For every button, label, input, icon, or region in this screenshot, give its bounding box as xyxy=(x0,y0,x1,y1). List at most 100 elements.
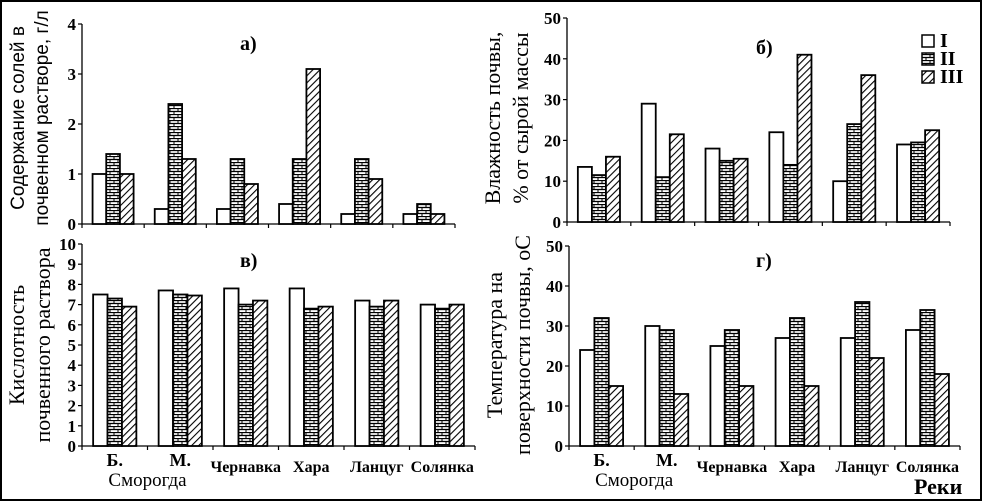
bar-c-series-III-1 xyxy=(186,294,203,447)
bar-a-series-III-1 xyxy=(181,158,197,225)
bar-a-series-III-5 xyxy=(429,213,446,225)
panel-label-d: г) xyxy=(756,250,772,272)
y-tick-label: 1 xyxy=(68,417,77,436)
bar-c-series-I-3 xyxy=(288,287,305,447)
bar-d-series-III-4 xyxy=(868,357,885,447)
bar-d-series-I-4 xyxy=(839,337,856,447)
y-tick-label: 4 xyxy=(68,15,77,34)
bar-b-series-I-0 xyxy=(576,166,593,223)
y-tick-label: 20 xyxy=(544,131,561,150)
legend-swatch-II xyxy=(921,52,935,66)
bar-c-series-II-1 xyxy=(172,293,189,447)
y-axis-label-line-2: % от сырой массы xyxy=(508,32,533,204)
y-tick-label: 0 xyxy=(68,215,77,234)
bar-c-series-I-1 xyxy=(157,289,174,447)
y-tick-label: 3 xyxy=(68,65,77,84)
y-tick-label: 10 xyxy=(59,235,76,254)
legend: I II III xyxy=(921,30,964,88)
bar-d-series-III-1 xyxy=(673,393,690,447)
bar-d-series-I-2 xyxy=(709,345,726,447)
bar-a-series-I-3 xyxy=(278,203,294,225)
y-tick-label: 30 xyxy=(544,91,561,110)
bar-d-series-III-3 xyxy=(803,385,820,447)
y-tick-label: 6 xyxy=(68,316,77,335)
y-axis-label-line-2: поверхности почвы, оС xyxy=(510,235,535,455)
panel-label-b: б) xyxy=(756,37,773,59)
y-tick-label: 1 xyxy=(68,165,77,184)
bar-d-series-II-4 xyxy=(854,301,871,447)
bar-a-series-II-2 xyxy=(229,158,246,225)
y-tick-label: 7 xyxy=(68,296,77,315)
bar-d-series-II-3 xyxy=(789,317,806,447)
category-label: М. xyxy=(170,450,192,470)
bar-b-series-II-4 xyxy=(846,123,863,223)
bar-b-series-I-2 xyxy=(704,147,721,223)
chart-b: 0 10 20 30 40 50 б) Влажность почвы,% от сырой … xyxy=(480,9,951,232)
bar-b-series-III-3 xyxy=(796,53,813,223)
y-tick-label: 4 xyxy=(68,356,77,375)
bar-d-series-II-5 xyxy=(919,309,936,447)
bar-b-series-III-5 xyxy=(924,129,941,223)
chart-d: 0 10 20 30 40 50 Б. М. Чернавка Хара Ланцуг Солянка… xyxy=(482,235,961,491)
bar-b-series-II-5 xyxy=(910,141,927,223)
category-group-label: Сморогда xyxy=(108,470,187,491)
panel-label-a: а) xyxy=(240,33,257,55)
bar-d-series-III-5 xyxy=(933,373,950,447)
bar-a-series-III-4 xyxy=(367,178,384,225)
bar-c-series-III-4 xyxy=(383,299,400,447)
legend-swatch-III xyxy=(921,70,935,84)
y-tick-label: 5 xyxy=(68,336,77,355)
category-label: Б. xyxy=(107,450,123,470)
category-label: Б. xyxy=(593,450,609,470)
category-group-label: Сморогда xyxy=(595,470,674,491)
bar-d-series-II-1 xyxy=(658,329,675,447)
legend-swatch-I xyxy=(921,34,935,48)
category-label: Солянка xyxy=(896,459,959,476)
bar-c-series-III-0 xyxy=(121,305,138,447)
bar-c-series-II-5 xyxy=(434,307,451,447)
bar-a-series-II-3 xyxy=(291,158,308,225)
legend-label-I: I xyxy=(940,30,948,52)
bar-a-series-III-3 xyxy=(305,68,321,225)
y-tick-label: 40 xyxy=(544,50,561,69)
bar-d-series-II-2 xyxy=(723,329,740,447)
y-tick-label: 10 xyxy=(544,172,561,191)
bar-d-series-II-0 xyxy=(593,317,610,447)
bar-d-series-III-2 xyxy=(738,385,755,447)
bar-b-series-I-5 xyxy=(896,143,912,223)
bar-b-series-III-0 xyxy=(605,155,621,223)
bar-a-series-III-2 xyxy=(243,183,259,225)
y-tick-label: 50 xyxy=(546,237,563,256)
bar-d-series-I-0 xyxy=(579,349,596,447)
bar-a-series-I-4 xyxy=(340,213,356,225)
bar-a-series-II-4 xyxy=(354,158,370,225)
category-label: Чернавка xyxy=(210,459,281,476)
y-tick-label: 30 xyxy=(546,317,563,336)
bar-a-series-I-5 xyxy=(402,213,418,225)
bar-b-series-I-3 xyxy=(768,131,785,223)
y-axis-label-line-1: Влажность почвы, xyxy=(480,32,505,205)
y-tick-label: 2 xyxy=(68,115,77,134)
bar-a-series-III-0 xyxy=(119,173,135,225)
bar-a-series-II-5 xyxy=(416,203,432,225)
bar-c-series-III-5 xyxy=(448,303,465,447)
bar-c-series-II-0 xyxy=(106,297,123,447)
bar-d-series-III-0 xyxy=(607,385,624,447)
bar-b-series-II-1 xyxy=(654,176,671,223)
y-tick-label: 9 xyxy=(68,255,77,274)
y-axis-label-line-2: почвенного раствора xyxy=(30,247,55,442)
category-label: Ланцуг xyxy=(835,459,889,476)
bar-c-series-III-2 xyxy=(252,299,269,447)
y-tick-label: 2 xyxy=(68,397,77,416)
bar-c-series-I-4 xyxy=(354,299,371,447)
bar-a-series-I-0 xyxy=(91,173,108,225)
bar-b-series-III-4 xyxy=(860,74,877,223)
y-tick-label: 0 xyxy=(68,437,77,456)
bar-c-series-III-3 xyxy=(317,305,334,447)
y-tick-label: 20 xyxy=(546,357,563,376)
x-axis-title: Реки xyxy=(914,474,963,499)
chart-a: 0 1 2 3 4 а) Содержание солей в почвенном раств… xyxy=(8,10,456,234)
